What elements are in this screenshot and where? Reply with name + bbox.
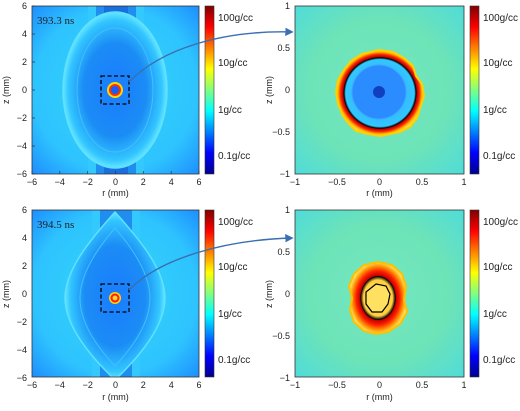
x-tick-label: 0 (113, 177, 118, 187)
y-tick-label: −6 (17, 169, 27, 179)
lens-inner-shell (76, 27, 154, 153)
y-tick-label: −1 (280, 169, 290, 179)
y-axis-label: z (mm) (264, 76, 274, 104)
x-tick-label: 1 (461, 380, 466, 390)
x-tick-label: 6 (196, 380, 201, 390)
y-tick-marks (32, 5, 35, 175)
x-tick-label: 0.5 (416, 380, 429, 390)
x-tick-label: −0.5 (328, 177, 346, 187)
y-tick-label: 6 (22, 1, 27, 11)
colorbar (204, 209, 215, 378)
y-tick-label: −6 (17, 373, 27, 383)
x-tick-label: 4 (169, 177, 174, 187)
colorbar-tick-label: 10g/cc (218, 262, 247, 273)
colorbar-tick-label: 100g/cc (483, 217, 518, 228)
x-tick-label: 6 (196, 177, 201, 187)
y-tick-label: 4 (22, 29, 27, 39)
x-tick-label: −4 (55, 380, 65, 390)
y-tick-label: 0 (22, 85, 27, 95)
y-tick-label: 1 (285, 1, 290, 11)
colorbar (204, 5, 215, 175)
x-axis-label: r (mm) (102, 188, 129, 198)
colorbar (469, 5, 480, 175)
colorbar-tick-label: 0.1g/cc (483, 151, 515, 162)
y-tick-label: −1 (280, 373, 290, 383)
axes-frame (294, 209, 465, 378)
y-tick-label: 0.5 (277, 247, 290, 257)
colorbar-tick-label: 10g/cc (218, 58, 247, 69)
panel-top-right: −1 −0.5 0 0.5 1 1 0.5 0 −0.5 −1 r (mm) z… (264, 1, 518, 198)
x-tick-label: −6 (27, 380, 37, 390)
x-tick-label: −1 (290, 177, 300, 187)
zoom-region-box (100, 75, 130, 105)
x-tick-label: 2 (141, 380, 146, 390)
zoom-arrow-bottom (128, 234, 294, 291)
x-axis-label: r (mm) (366, 188, 393, 198)
x-tick-label: 0.5 (416, 177, 429, 187)
y-tick-label: 2 (22, 57, 27, 67)
panel-top-left: 393.3 ns −6 −4 −2 0 2 4 6 6 4 2 0 −2 −4 … (1, 1, 253, 198)
y-axis-label: z (mm) (1, 76, 11, 104)
y-axis-label: z (mm) (264, 280, 274, 308)
y-tick-label: −2 (17, 113, 27, 123)
y-tick-label: −0.5 (272, 127, 290, 137)
x-tick-label: 4 (169, 380, 174, 390)
y-tick-label: 0 (285, 289, 290, 299)
x-tick-label: −6 (27, 177, 37, 187)
x-tick-label: −2 (83, 380, 93, 390)
y-tick-label: 2 (22, 261, 27, 271)
colorbar (469, 209, 480, 378)
y-tick-label: −4 (17, 141, 27, 151)
x-tick-label: −1 (290, 380, 300, 390)
y-tick-label: 0 (285, 85, 290, 95)
inner-core (365, 283, 391, 313)
panel-bottom-right: −1 −0.5 0 0.5 1 1 0.5 0 −0.5 −1 r (mm) z… (264, 205, 518, 402)
panel-bottom-left: 394.5 ns −6 −4 −2 0 2 4 6 6 4 2 0 −2 −4 … (1, 205, 253, 402)
y-tick-label: 0 (22, 289, 27, 299)
y-axis-label: z (mm) (1, 280, 11, 308)
center-core (373, 86, 385, 98)
x-tick-label: 2 (141, 177, 146, 187)
y-tick-label: 1 (285, 205, 290, 215)
zoom-region-box (100, 283, 130, 313)
x-tick-label: −4 (55, 177, 65, 187)
colorbar-tick-label: 1g/cc (218, 105, 242, 116)
zoom-arrow-top (128, 27, 294, 83)
lens-inner-shell (79, 227, 151, 367)
colorbar-tick-label: 100g/cc (483, 13, 518, 24)
colorbar-tick-label: 100g/cc (218, 217, 253, 228)
y-tick-label: 6 (22, 205, 27, 215)
x-tick-marks (31, 171, 200, 174)
x-tick-label: 0 (377, 380, 382, 390)
colorbar-tick-label: 1g/cc (483, 309, 507, 320)
target-hotspot-core (111, 86, 119, 94)
x-axis-label: r (mm) (366, 392, 393, 402)
colorbar-tick-label: 10g/cc (483, 262, 512, 273)
y-tick-label: −0.5 (272, 331, 290, 341)
axes-frame (31, 209, 200, 378)
target-hotspot-core (112, 295, 118, 301)
x-tick-label: −0.5 (328, 380, 346, 390)
x-tick-label: 0 (113, 380, 118, 390)
y-tick-label: 4 (22, 233, 27, 243)
y-tick-label: −2 (17, 317, 27, 327)
x-axis-label: r (mm) (102, 392, 129, 402)
y-tick-label: −4 (17, 345, 27, 355)
time-stamp: 393.3 ns (37, 15, 74, 27)
x-tick-label: −2 (83, 177, 93, 187)
colorbar-tick-label: 1g/cc (483, 105, 507, 116)
colorbar-tick-label: 0.1g/cc (218, 355, 250, 366)
y-tick-label: 0.5 (277, 43, 290, 53)
colorbar-tick-label: 100g/cc (218, 13, 253, 24)
colorbar-tick-label: 1g/cc (218, 309, 242, 320)
x-tick-label: 1 (461, 177, 466, 187)
colorbar-tick-label: 0.1g/cc (218, 151, 250, 162)
colorbar-tick-label: 10g/cc (483, 58, 512, 69)
colorbar-tick-label: 0.1g/cc (483, 355, 515, 366)
axes-frame (294, 5, 465, 175)
x-tick-label: 0 (377, 177, 382, 187)
time-stamp: 394.5 ns (37, 219, 74, 231)
